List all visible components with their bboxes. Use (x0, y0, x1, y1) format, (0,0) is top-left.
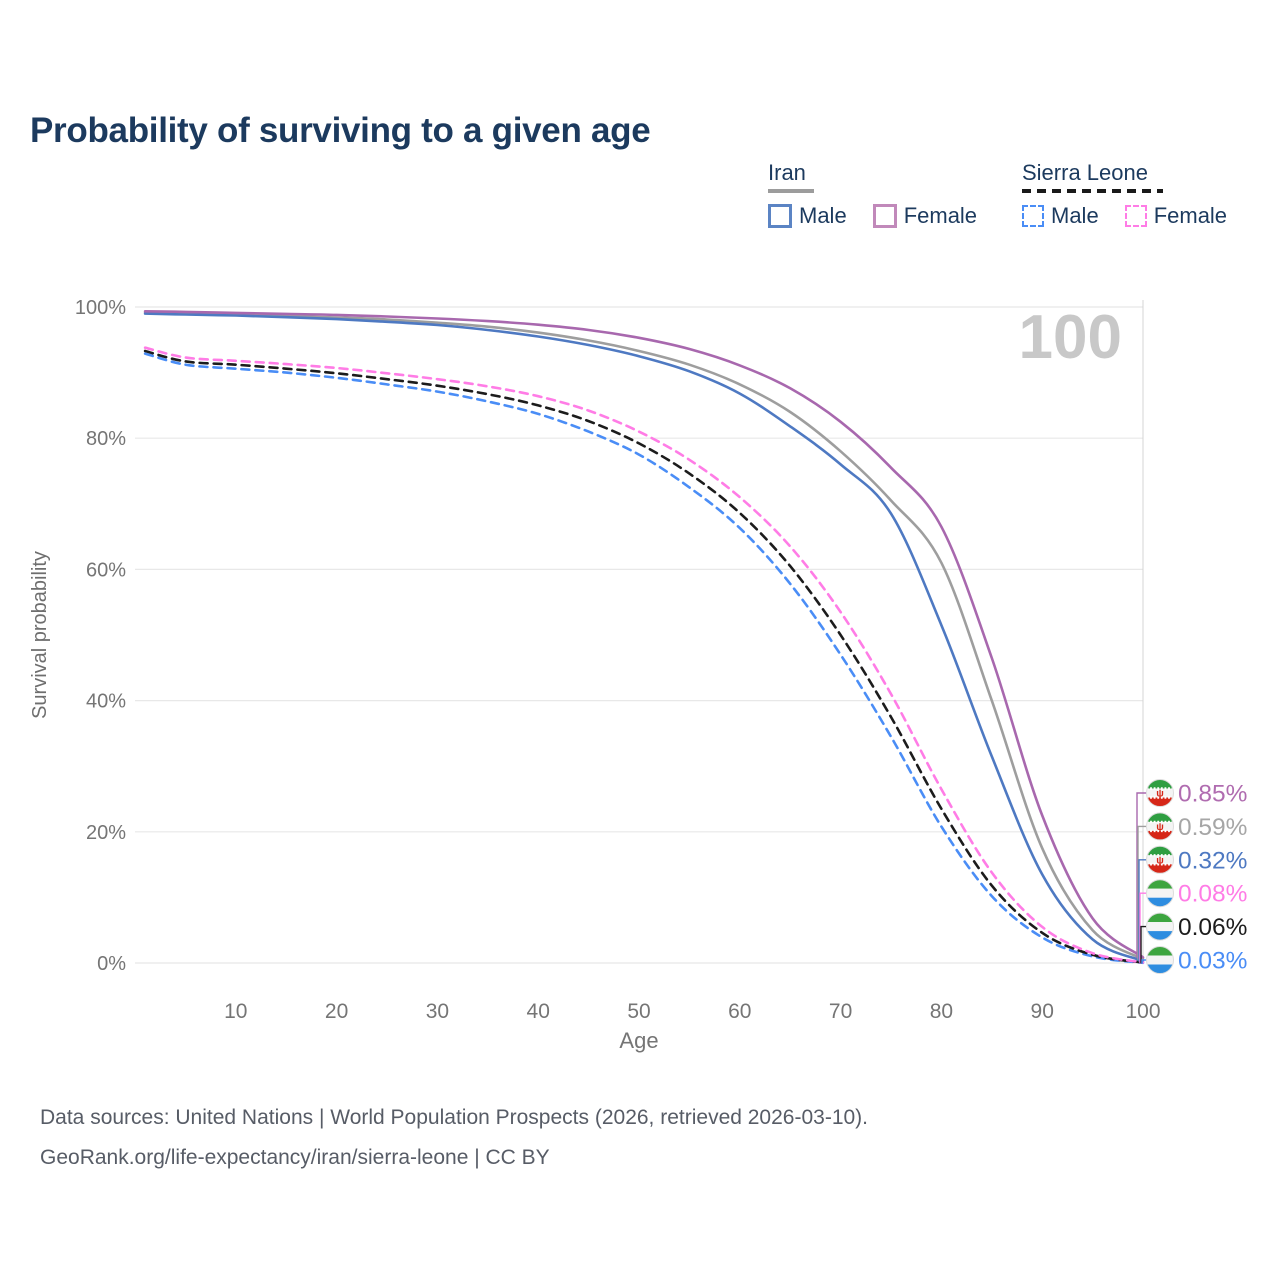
legend-label: Female (903, 203, 978, 228)
series-line-sierra-leone-female[interactable] (143, 346, 1145, 964)
x-tick-label: 10 (224, 1000, 247, 1023)
end-value-label-iran-female: 0.85% (1178, 781, 1247, 808)
iran-emblem: ψ (1156, 789, 1164, 800)
legend-label: Male (799, 203, 847, 228)
legend-item-sierra-leone-male[interactable]: Male (1022, 203, 1099, 229)
series-line-iran-both[interactable] (143, 311, 1145, 961)
x-tick-label: 30 (426, 1000, 449, 1023)
iran-flag-icon: ψ (1146, 846, 1174, 874)
x-axis-title: Age (619, 1028, 658, 1053)
series-line-sierra-leone-both[interactable] (143, 349, 1145, 964)
iran-flag-icon: ψ (1146, 779, 1174, 807)
y-tick-label: 60% (86, 559, 126, 581)
sierra-leone-linestyle-sample (1022, 189, 1163, 193)
legend-label: Female (1153, 203, 1228, 228)
legend-group-iran: Iran Male Female (768, 160, 1003, 229)
end-value-label-sierra-leone-male: 0.03% (1178, 948, 1247, 975)
legend-label: Male (1051, 203, 1099, 228)
y-tick-label: 80% (86, 428, 126, 450)
x-tick-label: 70 (829, 1000, 852, 1023)
series-line-iran-female[interactable] (143, 310, 1145, 959)
legend-country-iran: Iran (768, 160, 806, 185)
end-value-label-iran-male: 0.32% (1178, 847, 1247, 874)
x-tick-label: 100 (1125, 1000, 1160, 1023)
end-value-label-iran-both: 0.59% (1178, 814, 1247, 841)
legend-group-sierra-leone: Sierra Leone Male Female (1022, 160, 1253, 229)
page-title: Probability of surviving to a given age (30, 111, 651, 151)
y-tick-label: 40% (86, 691, 126, 713)
hover-age-watermark: 100 (1019, 303, 1122, 372)
iran-emblem: ψ (1156, 855, 1164, 866)
x-tick-label: 40 (527, 1000, 550, 1023)
x-tick-label: 90 (1031, 1000, 1054, 1023)
end-value-label-sierra-leone-female: 0.08% (1178, 881, 1247, 908)
end-label-connector (1141, 959, 1146, 964)
iran-linestyle-sample (768, 189, 814, 193)
x-tick-label: 60 (728, 1000, 751, 1023)
legend-country-sierra-leone: Sierra Leone (1022, 160, 1148, 185)
legend-item-sierra-leone-female[interactable]: Female (1124, 203, 1228, 229)
iran-flag-icon: ψ (1146, 812, 1174, 840)
x-tick-label: 80 (930, 1000, 953, 1023)
end-value-label-sierra-leone-both: 0.06% (1178, 914, 1247, 941)
legend-item-iran-female[interactable]: Female (872, 203, 978, 229)
sierra-leone-male-swatch-icon (1022, 205, 1044, 227)
y-tick-label: 20% (86, 822, 126, 844)
sierra-leone-flag-icon (1146, 913, 1174, 941)
series-line-iran-male[interactable] (143, 312, 1145, 963)
legend-item-iran-male[interactable]: Male (768, 203, 847, 229)
sierra-leone-female-swatch-icon (1124, 205, 1147, 227)
x-tick-label: 50 (627, 1000, 650, 1023)
sierra-leone-flag-icon (1146, 946, 1174, 974)
series-line-sierra-leone-male[interactable] (143, 352, 1145, 965)
x-tick-label: 20 (325, 1000, 348, 1023)
iran-emblem: ψ (1156, 822, 1164, 833)
y-axis-title: Survival probability (29, 551, 51, 719)
iran-female-swatch-icon (872, 204, 897, 228)
attribution-link[interactable]: GeoRank.org/life-expectancy/iran/sierra-… (40, 1146, 550, 1169)
iran-male-swatch-icon (768, 204, 792, 228)
y-tick-label: 0% (97, 953, 126, 975)
y-tick-label: 100% (75, 297, 126, 319)
data-sources-text: Data sources: United Nations | World Pop… (40, 1106, 869, 1129)
sierra-leone-flag-icon (1146, 879, 1174, 907)
